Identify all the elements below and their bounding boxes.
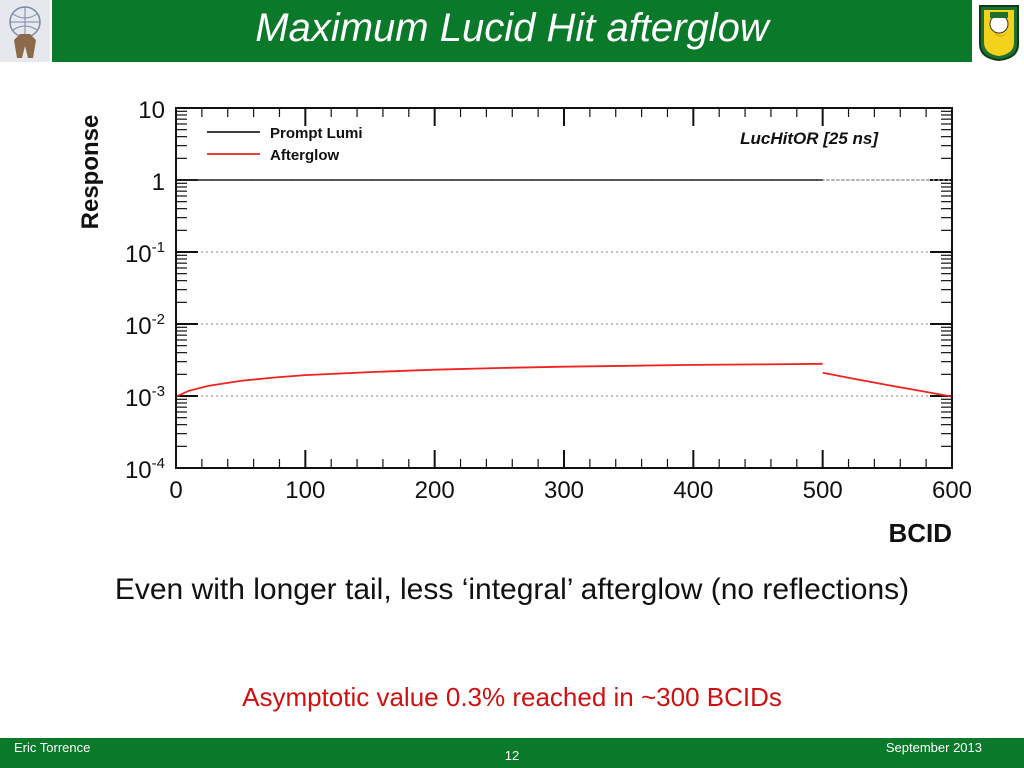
x-tick-labels: 0 100 200 300 400 500 600 (169, 477, 972, 504)
legend: Prompt Lumi Afterglow (207, 125, 363, 164)
chart-background (20, 84, 1004, 544)
x-tick-label: 400 (673, 477, 713, 504)
x-tick-label: 100 (285, 477, 325, 504)
chart: 0 100 200 300 400 500 600 10 1 10-1 10-2 10-3 10-4 … (20, 84, 1004, 544)
x-tick-label: 600 (932, 477, 972, 504)
slide-note: Asymptotic value 0.3% reached in ~300 BC… (242, 682, 782, 712)
y-tick-label: 1 (152, 169, 165, 196)
y-tick-label: 10-2 (125, 311, 165, 340)
chart-annotation: LucHitOR [25 ns] (740, 129, 879, 148)
footer-date: September 2013 (885, 740, 982, 755)
y-tick-label: 10-3 (125, 383, 165, 412)
y-tick-label: 10-1 (125, 239, 165, 268)
x-tick-label: 500 (803, 477, 843, 504)
legend-label: Prompt Lumi (270, 125, 363, 142)
oregon-duck-icon (974, 0, 1024, 62)
x-tick-label: 300 (544, 477, 584, 504)
footer-bar (0, 738, 1024, 768)
page-number: 12 (504, 748, 520, 763)
y-tick-labels: 10 1 10-1 10-2 10-3 10-4 (125, 97, 165, 484)
slide-title: Maximum Lucid Hit afterglow (255, 6, 769, 50)
atlas-figure-icon (0, 0, 50, 62)
y-tick-label: 10-4 (125, 455, 165, 484)
x-tick-label: 200 (415, 477, 455, 504)
y-axis-label: Response (77, 115, 104, 230)
afterglow-chart: 0 100 200 300 400 500 600 10110-110-210-310-4 … (20, 84, 1004, 544)
x-axis-label: BCID (888, 518, 952, 544)
footer-author: Eric Torrence (14, 740, 91, 755)
header-bar (52, 0, 972, 62)
series-line-afterglow (175, 362, 953, 398)
y-tick-label: 10 (138, 97, 165, 124)
x-tick-label: 0 (169, 477, 182, 504)
series-lines (175, 179, 953, 398)
minor-ticks (175, 107, 953, 469)
plot-frame (175, 107, 953, 469)
legend-label: Afterglow (270, 147, 339, 164)
slide-caption: Even with longer tail, less ‘integral’ a… (114, 573, 910, 606)
